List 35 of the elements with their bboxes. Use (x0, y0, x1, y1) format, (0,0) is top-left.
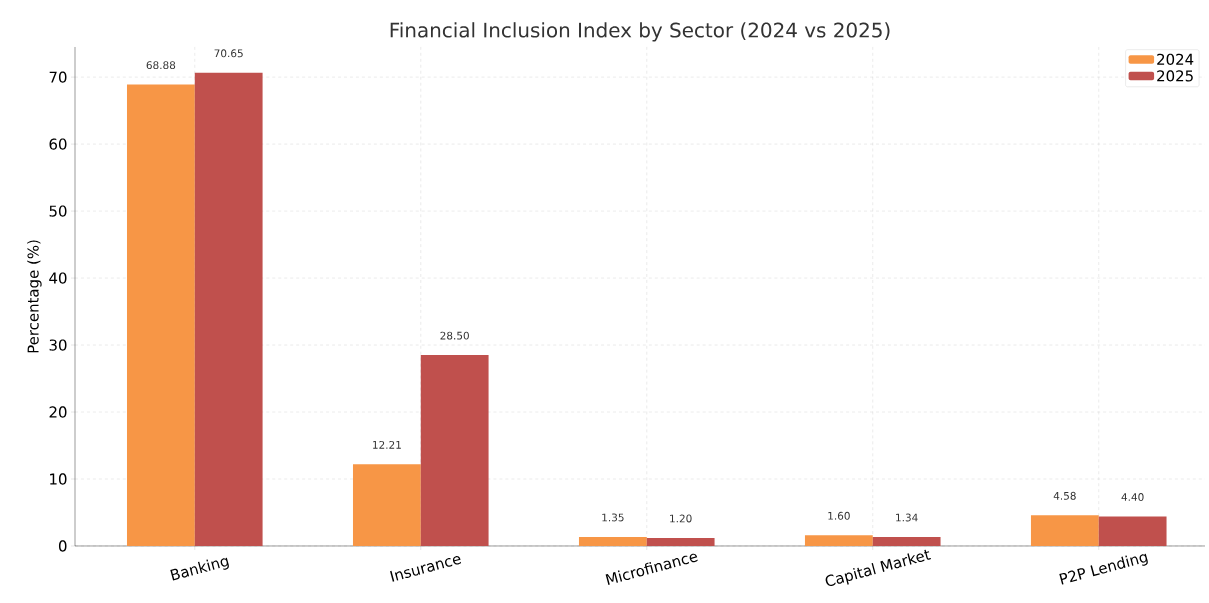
y-tick-label: 20 (49, 406, 67, 418)
y-axis-title: Percentage (%) (27, 240, 42, 353)
y-tick-label: 40 (49, 272, 67, 284)
x-tick-label: P2P Lending (1059, 553, 1148, 585)
bar (420, 355, 489, 546)
bar (1030, 515, 1099, 546)
bar (352, 464, 421, 546)
y-tick-label: 60 (49, 138, 67, 150)
bar (646, 537, 715, 546)
y-tick-label: 30 (49, 339, 67, 351)
bar (126, 84, 195, 546)
y-tick-label: 10 (50, 473, 67, 485)
x-tick-label: Banking (170, 557, 229, 581)
data-label: 70.65 (214, 49, 243, 58)
legend-label: 2024 (1157, 53, 1194, 65)
bar (804, 535, 873, 546)
data-label: 1.34 (896, 513, 918, 522)
y-tick-label: 70 (49, 71, 67, 83)
data-label: 28.50 (440, 331, 469, 340)
y-tick-label: 50 (49, 205, 67, 217)
chart-title: Financial Inclusion Index by Sector (2024 vs 2025) (390, 22, 890, 42)
bar (1098, 516, 1167, 546)
x-tick-label: Capital Market (825, 549, 932, 586)
data-label: 4.58 (1053, 491, 1076, 500)
bar (872, 537, 941, 546)
data-label: 1.60 (828, 511, 850, 520)
data-label: 1.35 (602, 513, 624, 522)
data-label: 68.88 (146, 61, 176, 70)
data-label: 4.40 (1121, 493, 1144, 501)
y-tick-label: 0 (58, 540, 67, 552)
data-label: 1.20 (670, 514, 692, 523)
bar (578, 536, 647, 546)
bar (194, 72, 263, 546)
data-label: 12.21 (373, 440, 401, 449)
legend-label: 2025 (1157, 70, 1193, 82)
